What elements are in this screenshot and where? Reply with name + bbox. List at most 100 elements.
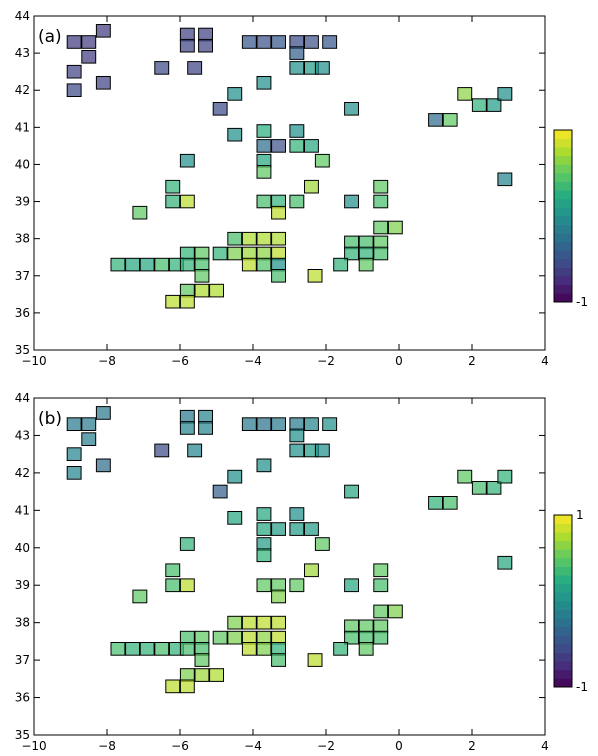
grid-cell bbox=[271, 615, 287, 630]
x-tick-label: −4 bbox=[244, 739, 262, 753]
grid-cell bbox=[256, 417, 272, 431]
grid-cell bbox=[314, 61, 330, 75]
grid-cell bbox=[344, 194, 360, 209]
x-tick-label: −10 bbox=[21, 354, 46, 368]
grid-cell bbox=[227, 87, 243, 101]
colorbar-segment bbox=[554, 207, 572, 217]
colorbar-segment bbox=[554, 293, 572, 303]
colorbar-segment bbox=[554, 181, 572, 191]
grid-cell bbox=[66, 466, 82, 480]
x-tick-label: 0 bbox=[395, 739, 403, 753]
colorbar-segment bbox=[554, 652, 572, 662]
x-tick-label: −8 bbox=[98, 354, 116, 368]
grid-cell bbox=[256, 231, 272, 246]
grid-cell bbox=[154, 443, 170, 458]
grid-cell bbox=[132, 589, 148, 604]
grid-cell bbox=[165, 679, 181, 694]
x-tick-label: −6 bbox=[171, 739, 189, 753]
grid-cell bbox=[66, 417, 82, 431]
grid-cell bbox=[154, 61, 170, 75]
grid-cell bbox=[154, 642, 170, 656]
grid-cell bbox=[304, 417, 319, 431]
grid-cell bbox=[165, 194, 181, 209]
grid-cell bbox=[271, 231, 287, 246]
grid-cell bbox=[241, 615, 257, 630]
grid-cell bbox=[66, 35, 82, 49]
grid-cell bbox=[271, 417, 287, 431]
x-tick-label: 4 bbox=[541, 739, 549, 753]
grid-cell bbox=[209, 283, 225, 298]
grid-cell bbox=[271, 589, 287, 604]
colorbar-segment bbox=[554, 635, 572, 645]
colorbar-segment bbox=[554, 669, 572, 679]
grid-cell bbox=[165, 294, 181, 309]
grid-cell bbox=[194, 283, 210, 298]
colorbar-segment bbox=[554, 190, 572, 200]
colorbar-segment bbox=[554, 259, 572, 268]
y-tick-label: 39 bbox=[15, 195, 30, 209]
y-tick-label: 36 bbox=[15, 691, 30, 705]
grid-cell bbox=[95, 406, 111, 420]
grid-cell bbox=[194, 269, 210, 283]
x-tick-label: 2 bbox=[468, 354, 476, 368]
colorbar-segment bbox=[554, 233, 572, 243]
grid-cell bbox=[373, 179, 389, 194]
grid-cell bbox=[256, 124, 272, 138]
x-tick-label: −6 bbox=[171, 354, 189, 368]
grid-cell bbox=[165, 179, 181, 194]
colorbar-segment bbox=[554, 575, 572, 585]
grid-cell bbox=[289, 46, 305, 60]
colorbar-segment bbox=[554, 241, 572, 251]
grid-cell bbox=[486, 98, 502, 112]
grid-cell bbox=[497, 469, 513, 484]
grid-cell bbox=[358, 257, 374, 272]
grid-cell bbox=[387, 220, 403, 235]
grid-cell bbox=[256, 522, 272, 536]
grid-cell bbox=[344, 484, 360, 499]
grid-cell bbox=[289, 578, 305, 593]
grid-cell bbox=[179, 578, 195, 593]
x-tick-label: −2 bbox=[317, 354, 335, 368]
colorbar-segment bbox=[554, 155, 572, 165]
x-tick-label: −8 bbox=[98, 739, 116, 753]
grid-cell bbox=[95, 458, 111, 473]
grid-cell bbox=[179, 642, 195, 656]
grid-cell bbox=[241, 417, 257, 431]
colorbar-segment bbox=[554, 626, 572, 636]
grid-cell bbox=[256, 194, 272, 209]
colorbar-min-label: -1 bbox=[576, 680, 588, 694]
grid-cell bbox=[373, 604, 389, 619]
colorbar-frame bbox=[553, 129, 573, 303]
grid-cell bbox=[271, 35, 287, 49]
grid-cell bbox=[179, 421, 195, 435]
colorbar-segment bbox=[554, 566, 572, 576]
x-tick-label: 2 bbox=[468, 739, 476, 753]
grid-cell bbox=[256, 615, 272, 630]
grid-cell bbox=[457, 87, 473, 101]
grid-cell bbox=[179, 679, 195, 694]
grid-cell bbox=[333, 642, 349, 656]
grid-cell bbox=[209, 668, 225, 682]
grid-cell bbox=[344, 630, 360, 645]
colorbar-segment bbox=[554, 130, 572, 139]
grid-cell bbox=[241, 231, 257, 246]
grid-cell bbox=[307, 269, 323, 283]
y-tick-label: 40 bbox=[15, 541, 30, 555]
colorbar-segment bbox=[554, 644, 572, 653]
y-tick-label: 42 bbox=[15, 466, 30, 480]
grid-cell bbox=[227, 127, 243, 142]
x-tick-label: −10 bbox=[21, 739, 46, 753]
grid-cell bbox=[198, 38, 214, 53]
grid-cell bbox=[212, 484, 228, 499]
colorbar-segment bbox=[554, 558, 572, 567]
grid-cell bbox=[139, 257, 155, 272]
x-tick-label: 0 bbox=[395, 354, 403, 368]
grid-cell bbox=[486, 481, 502, 495]
colorbar-segment bbox=[554, 216, 572, 225]
colorbar-segment bbox=[554, 515, 572, 524]
grid-cell bbox=[428, 113, 444, 127]
grid-cell bbox=[358, 642, 374, 656]
x-tick-label: 4 bbox=[541, 354, 549, 368]
grid-cell bbox=[227, 246, 243, 261]
